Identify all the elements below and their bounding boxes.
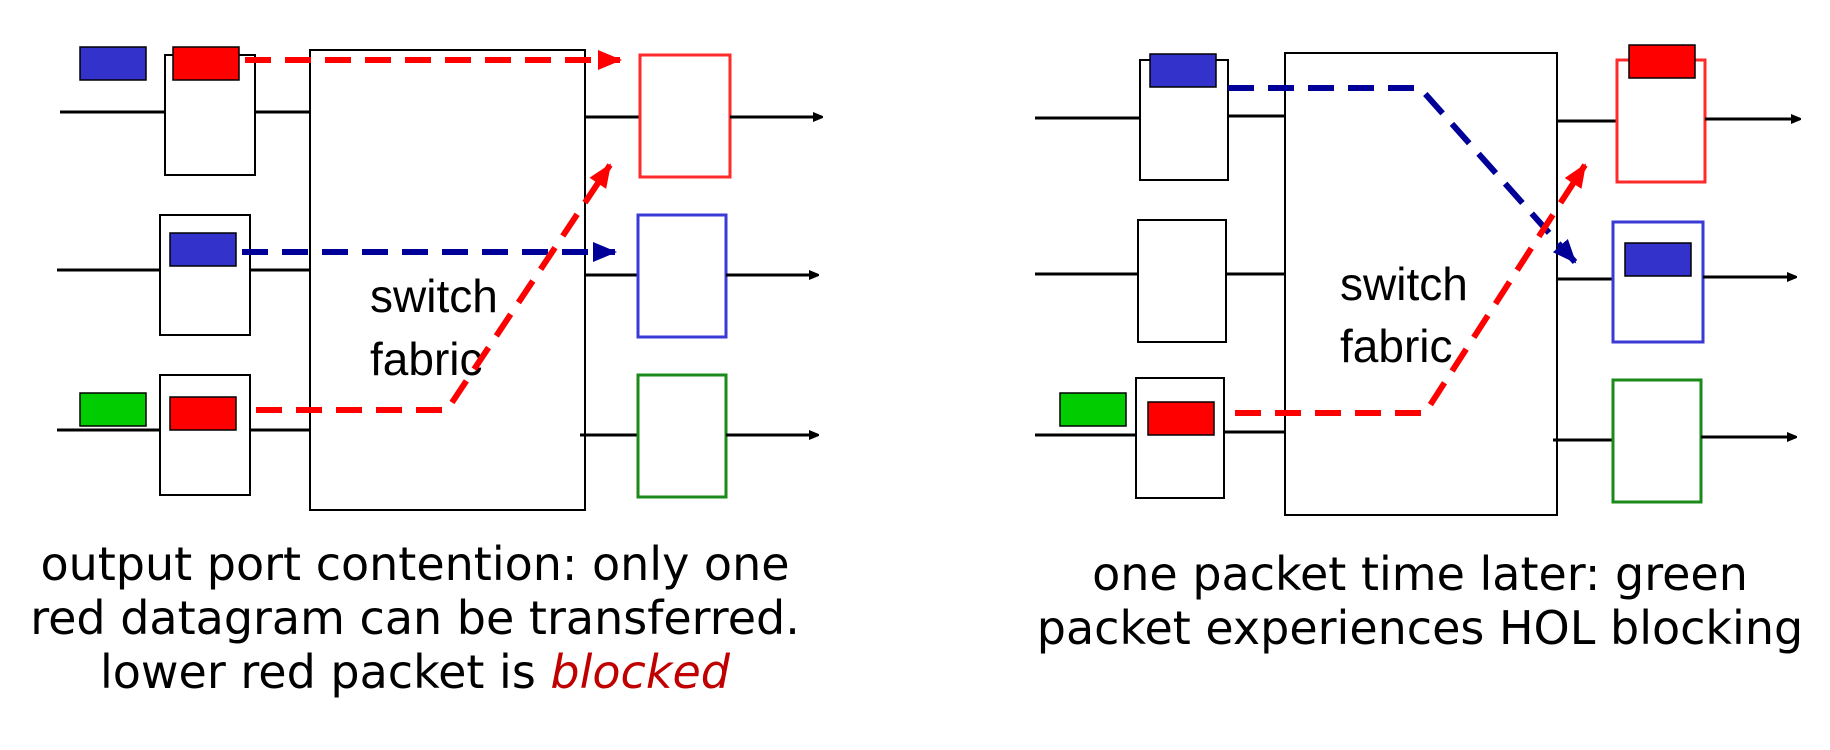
left-head-blue-packet-2 (169, 232, 237, 267)
left-fabric-label-line1: switch (370, 270, 498, 322)
right-output-port-green (1611, 378, 1703, 504)
left-output-port-blue (636, 213, 728, 339)
right-panel: switch fabric (1035, 44, 1800, 516)
blocked-emphasis: blocked (550, 644, 730, 699)
right-input-port-2 (1137, 219, 1227, 343)
left-caption: output port contention: only one red dat… (0, 537, 830, 700)
left-panel: switch fabric (57, 46, 822, 511)
left-head-red-packet-3 (169, 396, 237, 431)
right-switch-fabric (1284, 52, 1558, 516)
right-head-blue-packet-1 (1149, 53, 1217, 88)
left-caption-line-1: output port contention: only one (40, 537, 790, 591)
right-output-port-red (1615, 58, 1707, 184)
left-output-port-red (638, 53, 732, 179)
right-output-port-blue (1611, 220, 1705, 344)
right-caption: one packet time later: green packet expe… (1010, 547, 1830, 656)
left-input-port-3 (159, 374, 251, 496)
left-caption-line-3-text: lower red packet is (100, 644, 551, 699)
left-queued-green-packet-3 (79, 392, 147, 427)
left-head-red-packet-1 (172, 46, 240, 81)
left-fabric-label-line2: fabric (370, 333, 482, 385)
right-blue-path (1228, 85, 1578, 264)
left-caption-line-3: lower red packet is blocked (0, 644, 830, 700)
right-caption-line-2: packet experiences HOL blocking (1036, 600, 1804, 655)
right-output-blue-packet (1624, 242, 1692, 277)
left-caption-line-2: red datagram can be transferred. (30, 590, 800, 645)
right-fabric-label-line2: fabric (1340, 320, 1452, 372)
right-fabric-label-line1: switch (1340, 258, 1468, 310)
right-caption-line-1: one packet time later: green (1092, 547, 1748, 601)
right-output-red-packet (1628, 44, 1696, 79)
left-red-path-blocked (256, 163, 613, 413)
right-input-port-3 (1135, 377, 1225, 499)
right-head-red-packet-3 (1147, 401, 1215, 436)
right-red-path (1235, 163, 1588, 416)
left-queued-blue-packet-1 (79, 46, 147, 81)
left-switch-fabric (309, 49, 586, 511)
left-output-port-green (636, 373, 728, 499)
right-queued-green-packet-3 (1059, 392, 1127, 427)
